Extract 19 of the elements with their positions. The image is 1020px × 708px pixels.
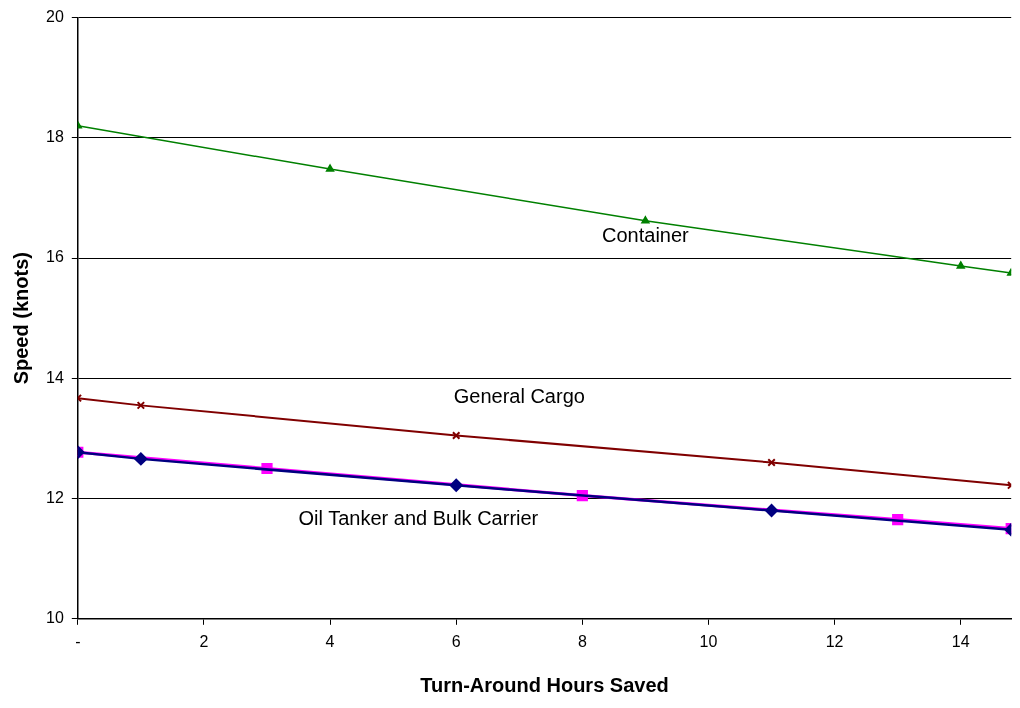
annotation: Container bbox=[602, 224, 690, 247]
annotation: General Cargo bbox=[453, 385, 585, 408]
annotation: Oil Tanker and Bulk Carrier bbox=[298, 507, 539, 530]
x-tick-label: 4 bbox=[325, 632, 335, 650]
y-tick-label: 12 bbox=[46, 488, 64, 506]
x-tick-label: - bbox=[75, 632, 81, 650]
y-tick-label: 14 bbox=[46, 368, 64, 386]
y-tick-label: 16 bbox=[46, 248, 64, 266]
y-tick-label: 20 bbox=[46, 8, 64, 26]
x-tick-label: 12 bbox=[825, 632, 844, 650]
y-tick-label: 18 bbox=[46, 128, 64, 146]
x-tick-label: 6 bbox=[451, 632, 461, 650]
y-tick-label: 10 bbox=[46, 609, 64, 627]
x-tick-label: 10 bbox=[699, 632, 718, 650]
x-tick-label: 2 bbox=[199, 632, 209, 650]
x-axis-title: Turn-Around Hours Saved bbox=[420, 673, 669, 696]
y-axis-title: Speed (knots) bbox=[9, 252, 32, 385]
x-tick-label: 8 bbox=[577, 632, 587, 650]
x-tick-label: 14 bbox=[951, 632, 970, 650]
